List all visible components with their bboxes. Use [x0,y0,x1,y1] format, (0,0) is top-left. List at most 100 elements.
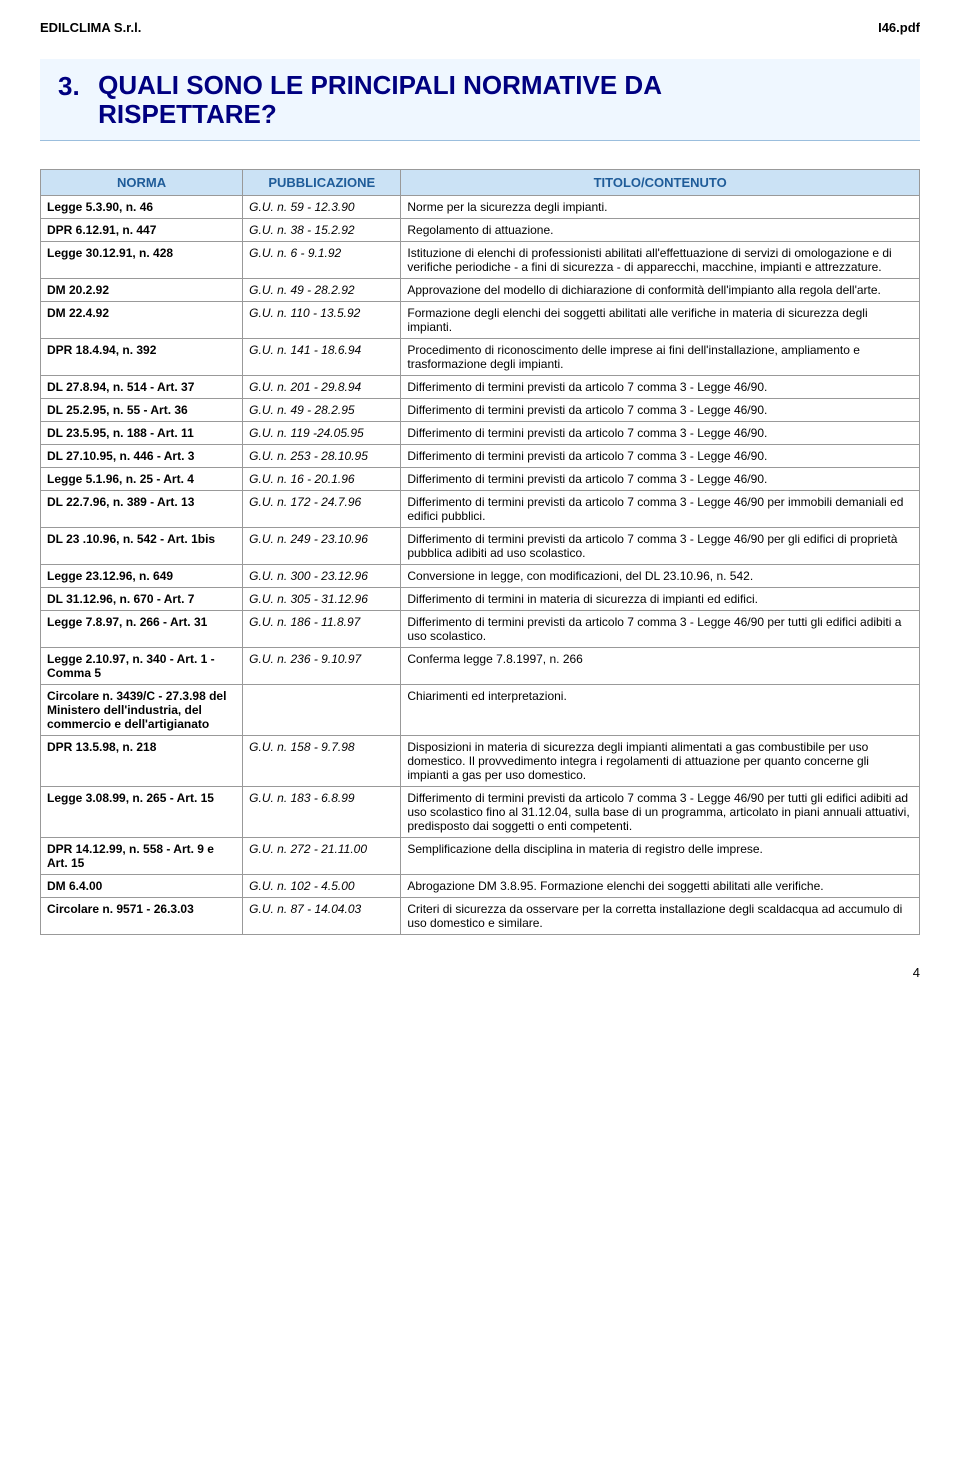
table-row: DL 31.12.96, n. 670 - Art. 7G.U. n. 305 … [41,588,920,611]
cell-pubblicazione: G.U. n. 236 - 9.10.97 [243,648,401,685]
cell-pubblicazione: G.U. n. 59 - 12.3.90 [243,196,401,219]
cell-norma: DPR 6.12.91, n. 447 [41,219,243,242]
cell-titolo: Differimento di termini previsti da arti… [401,611,920,648]
cell-pubblicazione: G.U. n. 186 - 11.8.97 [243,611,401,648]
cell-pubblicazione: G.U. n. 300 - 23.12.96 [243,565,401,588]
cell-titolo: Abrogazione DM 3.8.95. Formazione elench… [401,875,920,898]
cell-norma: DM 6.4.00 [41,875,243,898]
cell-norma: DL 23 .10.96, n. 542 - Art. 1bis [41,528,243,565]
table-row: DM 22.4.92G.U. n. 110 - 13.5.92Formazion… [41,302,920,339]
doc-ref: I46.pdf [878,20,920,35]
cell-pubblicazione: G.U. n. 49 - 28.2.92 [243,279,401,302]
table-row: Legge 7.8.97, n. 266 - Art. 31G.U. n. 18… [41,611,920,648]
table-row: DL 22.7.96, n. 389 - Art. 13G.U. n. 172 … [41,491,920,528]
cell-norma: Legge 30.12.91, n. 428 [41,242,243,279]
table-row: Legge 30.12.91, n. 428G.U. n. 6 - 9.1.92… [41,242,920,279]
table-row: DL 23.5.95, n. 188 - Art. 11G.U. n. 119 … [41,422,920,445]
cell-pubblicazione: G.U. n. 172 - 24.7.96 [243,491,401,528]
cell-pubblicazione: G.U. n. 6 - 9.1.92 [243,242,401,279]
cell-titolo: Differimento di termini previsti da arti… [401,491,920,528]
section-banner: 3. QUALI SONO LE PRINCIPALI NORMATIVE DA… [40,59,920,141]
table-row: DL 27.8.94, n. 514 - Art. 37G.U. n. 201 … [41,376,920,399]
cell-pubblicazione: G.U. n. 158 - 9.7.98 [243,736,401,787]
cell-pubblicazione: G.U. n. 119 -24.05.95 [243,422,401,445]
cell-titolo: Conferma legge 7.8.1997, n. 266 [401,648,920,685]
table-row: Circolare n. 3439/C - 27.3.98 del Minist… [41,685,920,736]
table-row: Legge 5.3.90, n. 46G.U. n. 59 - 12.3.90N… [41,196,920,219]
table-row: DM 6.4.00G.U. n. 102 - 4.5.00Abrogazione… [41,875,920,898]
cell-titolo: Differimento di termini previsti da arti… [401,399,920,422]
cell-titolo: Differimento di termini previsti da arti… [401,422,920,445]
cell-norma: DL 27.8.94, n. 514 - Art. 37 [41,376,243,399]
cell-norma: DPR 13.5.98, n. 218 [41,736,243,787]
cell-norma: DPR 18.4.94, n. 392 [41,339,243,376]
page-number: 4 [40,965,920,980]
table-row: DPR 6.12.91, n. 447G.U. n. 38 - 15.2.92R… [41,219,920,242]
table-row: DPR 14.12.99, n. 558 - Art. 9 e Art. 15G… [41,838,920,875]
cell-pubblicazione [243,685,401,736]
cell-titolo: Conversione in legge, con modificazioni,… [401,565,920,588]
cell-norma: Circolare n. 9571 - 26.3.03 [41,898,243,935]
table-row: DM 20.2.92G.U. n. 49 - 28.2.92Approvazio… [41,279,920,302]
cell-pubblicazione: G.U. n. 141 - 18.6.94 [243,339,401,376]
cell-pubblicazione: G.U. n. 49 - 28.2.95 [243,399,401,422]
cell-pubblicazione: G.U. n. 16 - 20.1.96 [243,468,401,491]
table-row: DL 27.10.95, n. 446 - Art. 3G.U. n. 253 … [41,445,920,468]
cell-pubblicazione: G.U. n. 38 - 15.2.92 [243,219,401,242]
cell-titolo: Procedimento di riconoscimento delle imp… [401,339,920,376]
cell-norma: DL 25.2.95, n. 55 - Art. 36 [41,399,243,422]
cell-pubblicazione: G.U. n. 249 - 23.10.96 [243,528,401,565]
cell-norma: Legge 5.1.96, n. 25 - Art. 4 [41,468,243,491]
cell-titolo: Norme per la sicurezza degli impianti. [401,196,920,219]
cell-norma: DL 27.10.95, n. 446 - Art. 3 [41,445,243,468]
company-name: EDILCLIMA S.r.l. [40,20,141,35]
cell-titolo: Differimento di termini previsti da arti… [401,787,920,838]
cell-titolo: Regolamento di attuazione. [401,219,920,242]
table-row: DL 23 .10.96, n. 542 - Art. 1bisG.U. n. … [41,528,920,565]
cell-norma: Legge 5.3.90, n. 46 [41,196,243,219]
table-row: Legge 3.08.99, n. 265 - Art. 15G.U. n. 1… [41,787,920,838]
cell-norma: DL 31.12.96, n. 670 - Art. 7 [41,588,243,611]
cell-norma: Circolare n. 3439/C - 27.3.98 del Minist… [41,685,243,736]
cell-pubblicazione: G.U. n. 201 - 29.8.94 [243,376,401,399]
cell-titolo: Chiarimenti ed interpretazioni. [401,685,920,736]
cell-titolo: Criteri di sicurezza da osservare per la… [401,898,920,935]
cell-titolo: Differimento di termini previsti da arti… [401,376,920,399]
cell-norma: Legge 2.10.97, n. 340 - Art. 1 - Comma 5 [41,648,243,685]
cell-norma: DPR 14.12.99, n. 558 - Art. 9 e Art. 15 [41,838,243,875]
table-row: DPR 18.4.94, n. 392G.U. n. 141 - 18.6.94… [41,339,920,376]
cell-norma: Legge 3.08.99, n. 265 - Art. 15 [41,787,243,838]
table-row: Circolare n. 9571 - 26.3.03G.U. n. 87 - … [41,898,920,935]
cell-titolo: Differimento di termini in materia di si… [401,588,920,611]
section-number: 3. [58,71,80,102]
cell-titolo: Disposizioni in materia di sicurezza deg… [401,736,920,787]
col-pubblicazione: PUBBLICAZIONE [243,170,401,196]
cell-pubblicazione: G.U. n. 102 - 4.5.00 [243,875,401,898]
col-titolo: TITOLO/CONTENUTO [401,170,920,196]
cell-titolo: Differimento di termini previsti da arti… [401,468,920,491]
cell-titolo: Formazione degli elenchi dei soggetti ab… [401,302,920,339]
cell-pubblicazione: G.U. n. 183 - 6.8.99 [243,787,401,838]
cell-pubblicazione: G.U. n. 253 - 28.10.95 [243,445,401,468]
table-row: DPR 13.5.98, n. 218G.U. n. 158 - 9.7.98D… [41,736,920,787]
page-header: EDILCLIMA S.r.l. I46.pdf [40,20,920,35]
cell-titolo: Approvazione del modello di dichiarazion… [401,279,920,302]
cell-norma: Legge 7.8.97, n. 266 - Art. 31 [41,611,243,648]
cell-pubblicazione: G.U. n. 87 - 14.04.03 [243,898,401,935]
table-row: Legge 23.12.96, n. 649G.U. n. 300 - 23.1… [41,565,920,588]
section-title: QUALI SONO LE PRINCIPALI NORMATIVE DA RI… [98,71,838,128]
cell-titolo: Istituzione di elenchi di professionisti… [401,242,920,279]
cell-norma: DM 20.2.92 [41,279,243,302]
cell-titolo: Differimento di termini previsti da arti… [401,528,920,565]
cell-titolo: Semplificazione della disciplina in mate… [401,838,920,875]
cell-titolo: Differimento di termini previsti da arti… [401,445,920,468]
cell-norma: DL 23.5.95, n. 188 - Art. 11 [41,422,243,445]
table-row: DL 25.2.95, n. 55 - Art. 36G.U. n. 49 - … [41,399,920,422]
cell-pubblicazione: G.U. n. 272 - 21.11.00 [243,838,401,875]
table-header-row: NORMA PUBBLICAZIONE TITOLO/CONTENUTO [41,170,920,196]
cell-pubblicazione: G.U. n. 305 - 31.12.96 [243,588,401,611]
cell-pubblicazione: G.U. n. 110 - 13.5.92 [243,302,401,339]
cell-norma: DL 22.7.96, n. 389 - Art. 13 [41,491,243,528]
cell-norma: Legge 23.12.96, n. 649 [41,565,243,588]
table-row: Legge 2.10.97, n. 340 - Art. 1 - Comma 5… [41,648,920,685]
